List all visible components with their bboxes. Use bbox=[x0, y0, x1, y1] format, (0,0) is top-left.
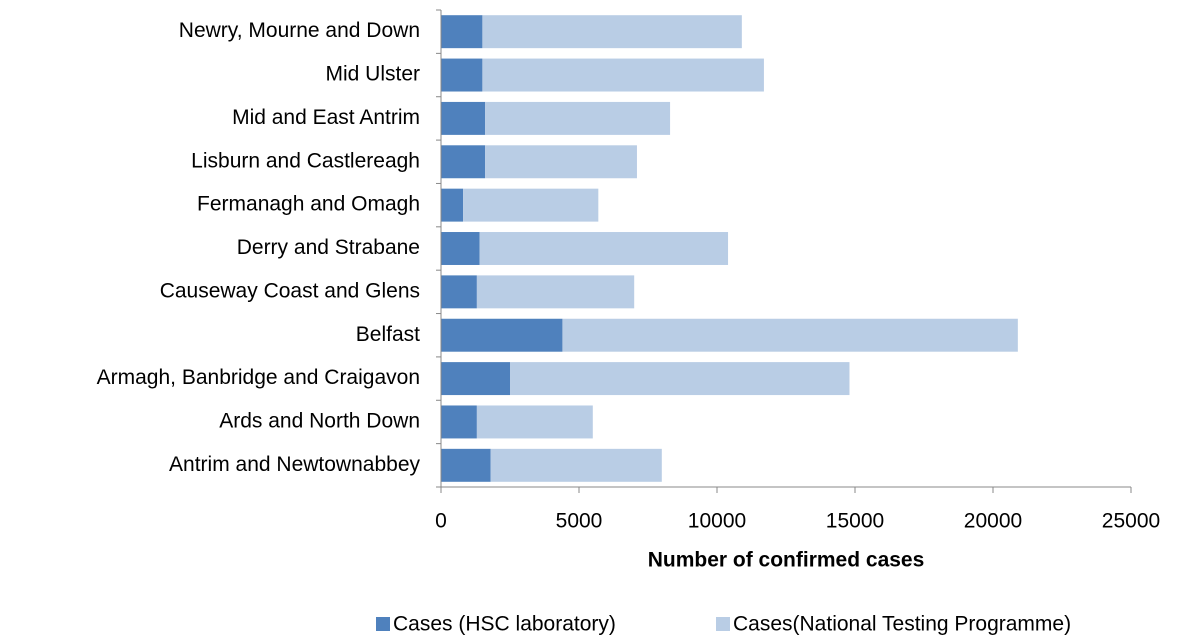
y-tick-label: Derry and Strabane bbox=[237, 236, 420, 259]
y-tick-label: Armagh, Banbridge and Craigavon bbox=[97, 366, 420, 389]
bar-segment bbox=[441, 145, 486, 179]
bar-segment bbox=[485, 101, 671, 135]
x-tick-label: 15000 bbox=[826, 510, 884, 533]
bar-segment bbox=[441, 15, 483, 49]
x-axis-title: Number of confirmed cases bbox=[648, 549, 925, 572]
bar-segment bbox=[441, 405, 477, 439]
x-tick-label: 10000 bbox=[688, 510, 746, 533]
bar-segment bbox=[510, 362, 850, 396]
bar-segment bbox=[441, 448, 491, 482]
y-tick-label: Causeway Coast and Glens bbox=[160, 279, 420, 302]
bar-segment bbox=[441, 232, 480, 265]
bar-segment bbox=[441, 188, 464, 222]
y-tick-label: Belfast bbox=[356, 323, 420, 346]
x-tick-label: 25000 bbox=[1102, 510, 1160, 533]
y-tick-label: Antrim and Newtownabbey bbox=[169, 453, 420, 476]
y-tick-label: Ards and North Down bbox=[219, 410, 420, 433]
bar-segment bbox=[490, 448, 662, 482]
legend-label: Cases (HSC laboratory) bbox=[393, 613, 616, 636]
bar-segment bbox=[482, 58, 764, 92]
bar-segment bbox=[441, 275, 477, 309]
bar-segment bbox=[479, 232, 729, 265]
legend-swatch bbox=[376, 617, 390, 631]
bar-segment bbox=[476, 275, 635, 309]
bar-segment bbox=[485, 145, 637, 179]
x-tick-label: 5000 bbox=[556, 510, 603, 533]
bar-segment bbox=[441, 362, 510, 396]
y-tick-label: Newry, Mourne and Down bbox=[179, 19, 420, 42]
x-tick-label: 0 bbox=[435, 510, 447, 533]
legend-swatch bbox=[716, 617, 730, 631]
bar-segment bbox=[441, 318, 563, 352]
bar-segment bbox=[562, 318, 1018, 352]
bar-segment bbox=[476, 405, 593, 439]
bar-segment bbox=[463, 188, 599, 222]
y-tick-label: Mid and East Antrim bbox=[232, 106, 420, 129]
y-tick-label: Mid Ulster bbox=[325, 63, 420, 86]
x-tick-label: 20000 bbox=[964, 510, 1022, 533]
bar-segment bbox=[441, 101, 486, 135]
bar-segment bbox=[482, 15, 742, 49]
y-tick-label: Fermanagh and Omagh bbox=[197, 193, 420, 216]
bar-segment bbox=[441, 58, 483, 92]
y-tick-label: Lisburn and Castlereagh bbox=[191, 149, 420, 172]
legend-label: Cases(National Testing Programme) bbox=[733, 613, 1071, 636]
